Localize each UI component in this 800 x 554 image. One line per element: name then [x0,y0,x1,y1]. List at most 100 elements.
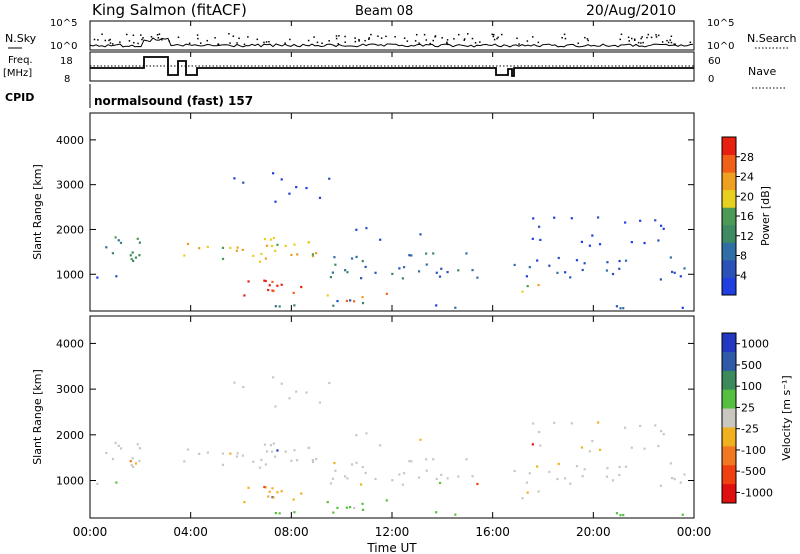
velocity-echo [606,467,609,470]
power-echo [260,252,263,256]
colorbar-swatch [722,408,736,428]
power-echo [570,217,573,220]
nsearch-point [238,37,240,40]
power-echo [292,291,295,294]
nsearch-point [646,36,648,39]
nsearch-point [158,33,161,35]
power-echo [138,241,141,244]
velocity-echo [293,449,296,452]
power-echo [591,234,594,237]
power-echo [105,246,108,249]
power-echo [528,266,531,269]
velocity-echo [531,443,534,446]
velocity-echo [360,483,363,486]
power-echo [331,271,335,274]
velocity-echo [361,508,365,511]
velocity-echo [295,390,298,393]
nsearch-point [564,37,567,40]
colorbar-swatch [722,446,736,466]
freq-tick-bottom: 8 [64,74,70,85]
x-axis-ticks: 00:00 04:00 08:00 12:00 16:00 20:00 00:00 [73,21,712,539]
power-echo [513,263,516,267]
velocity-echo [264,486,267,489]
power-echo [119,241,123,244]
power-ylabel: Slant Range [km] [31,164,44,260]
power-echo [630,240,633,244]
station-title: King Salmon (fitACF) [92,1,247,19]
velocity-echo [311,460,315,464]
nsearch-point [217,43,220,45]
nsearch-point [434,36,436,38]
nsearch-point [497,36,499,39]
nsearch-point [364,39,366,42]
colorbar-swatch [722,259,736,278]
power-echo [618,267,621,270]
velocity-echo [476,482,479,486]
velocity-echo [129,460,132,463]
nsearch-point [344,35,346,38]
velocity-echo [336,506,339,509]
velocity-echo [624,426,627,429]
nsearch-point [385,35,387,38]
y-tick-label: 4000 [56,337,84,350]
power-echo [280,283,283,286]
power-echo [247,280,250,283]
velocity-echo [564,477,567,480]
velocity-echo [138,459,141,463]
nave-label: Nave [748,65,776,78]
velocity-echo [349,506,352,509]
power-echo [296,253,299,256]
nsearch-point [577,42,579,45]
nsearch-point [493,33,495,36]
nsearch-point [119,41,121,43]
power-echo [557,256,560,260]
velocity-echo [345,506,349,509]
velocity-echo [114,441,117,445]
cpid-label: CPID [5,91,34,104]
velocity-echo [276,449,279,452]
velocity-echo [364,471,367,475]
nsearch-point [406,40,409,42]
colorbar-swatch [722,484,736,504]
velocity-echo [328,381,331,385]
velocity-echo [605,475,609,478]
nsearch-point [161,38,163,41]
velocity-echo [465,458,468,461]
nsearch-point [630,37,633,40]
x-tick-label: 00:00 [677,525,712,539]
velocity-echo [402,472,406,475]
power-echo [242,181,245,184]
nsearch-point [109,42,112,44]
power-echo [419,233,422,236]
power-echo [328,177,331,180]
velocity-echo [425,469,428,472]
nsearch-point [313,36,315,38]
velocity-echo [361,465,364,469]
nsearch-point [104,39,107,42]
velocity-echo [344,475,347,478]
velocity-echo [252,460,255,463]
power-echo [276,284,279,287]
power-echo [290,253,293,257]
nsearch-point [200,42,202,44]
velocity-echo [536,465,539,468]
power-echo [278,305,281,308]
x-tick-label: 16:00 [475,525,510,539]
power-echo [130,258,133,261]
nsearch-point [132,34,135,37]
nsky-tick-bottom: 10^0 [50,41,77,52]
velocity-echo [591,439,594,443]
power-echo [669,256,672,259]
nsearch-point [188,42,191,45]
power-echo [398,267,401,270]
velocity-echo [401,483,404,486]
nsearch-tick-top: 10^5 [707,18,734,29]
power-echo [138,254,141,257]
velocity-echo [274,405,277,408]
nsearch-point [434,35,437,37]
velocity-echo [557,462,560,465]
power-echo [276,243,279,246]
power-echo [432,252,435,255]
power-echo [435,271,438,274]
nsearch-point [358,40,360,42]
